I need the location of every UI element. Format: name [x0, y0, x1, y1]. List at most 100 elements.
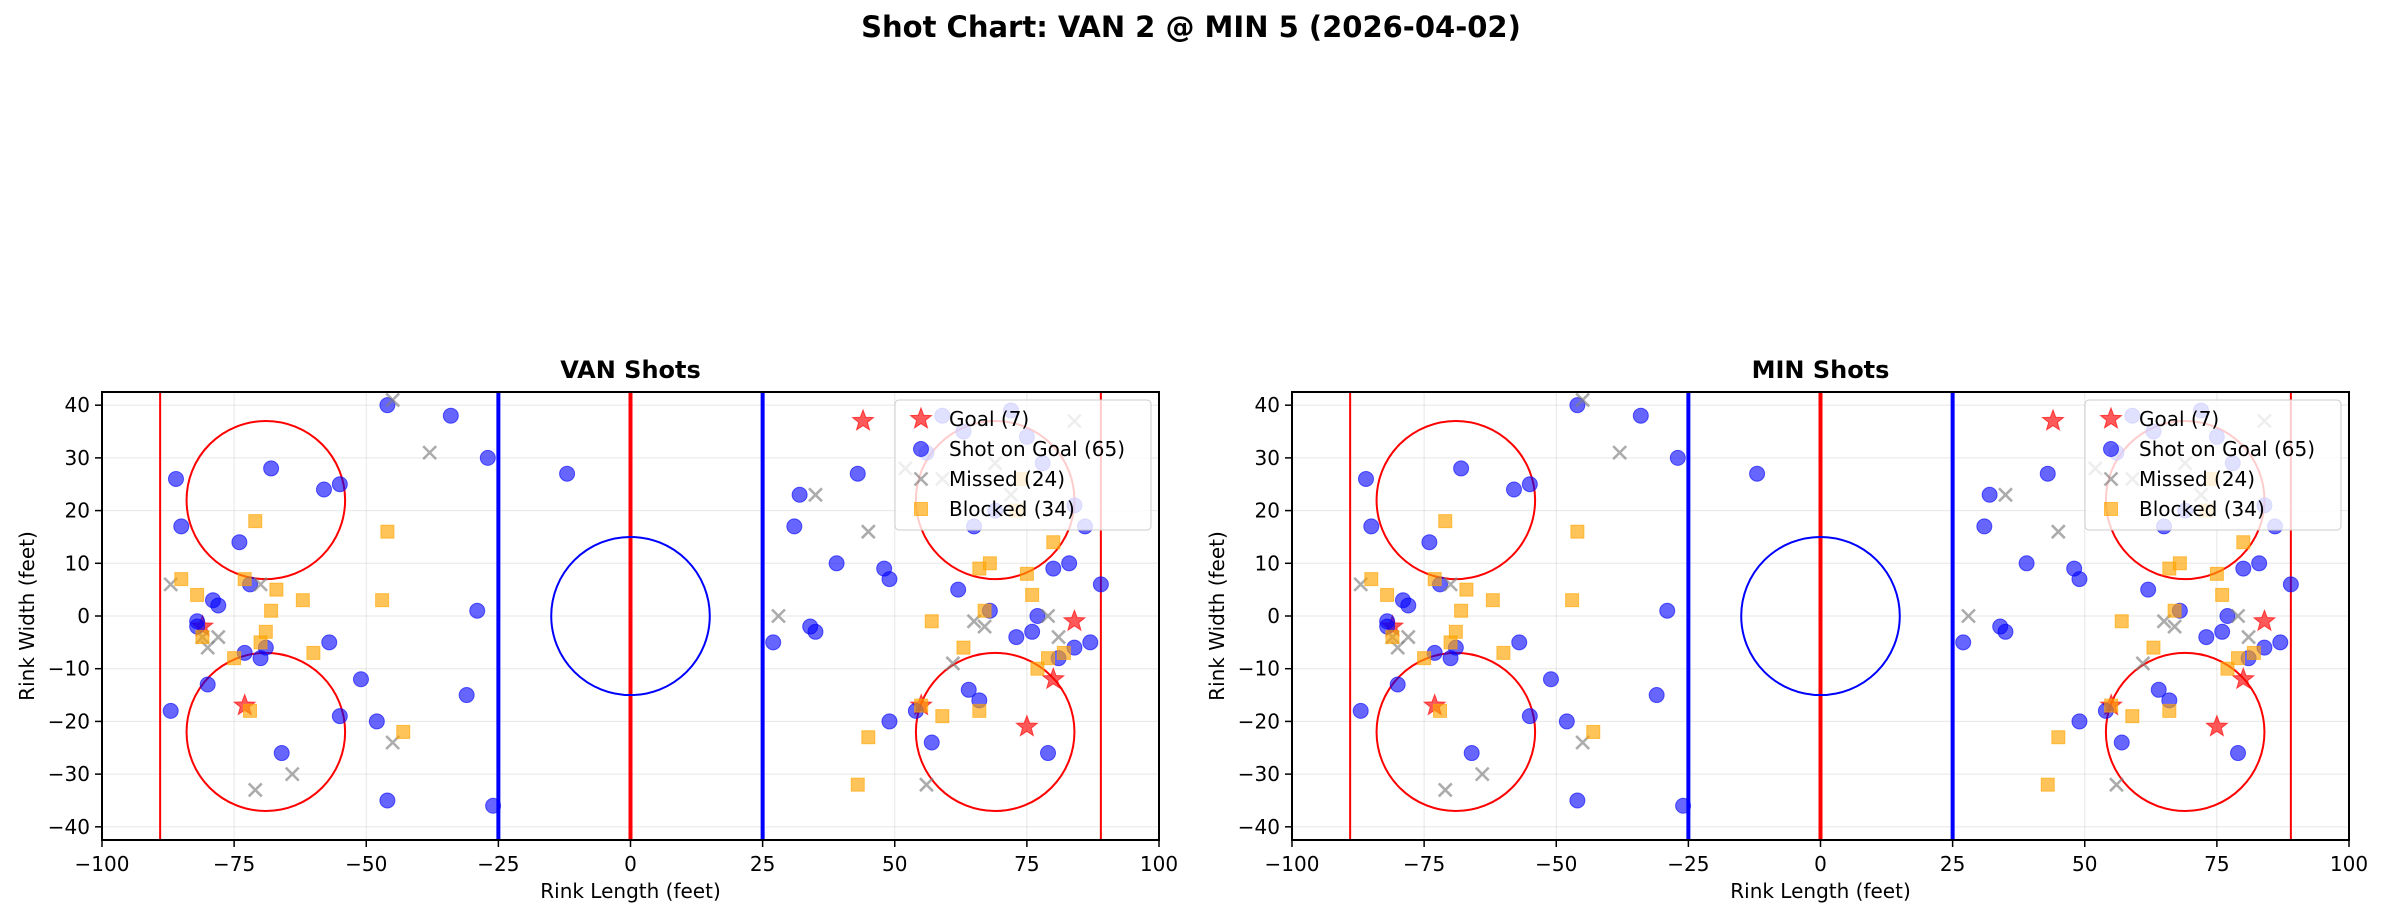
x-tick-label: −100	[1265, 852, 1320, 876]
blocked-point	[195, 630, 210, 645]
shot-on-goal-point	[1363, 518, 1380, 535]
blocked-point	[2114, 614, 2129, 629]
blocked-point	[174, 572, 189, 587]
blocked-point	[2220, 661, 2235, 676]
faceoff-circle	[185, 419, 347, 581]
shot-on-goal-point	[1379, 613, 1396, 630]
y-tick-label: −30	[48, 762, 90, 786]
legend-missed-icon	[913, 471, 929, 487]
x-tick-label: 75	[2204, 852, 2229, 876]
y-tick-label: −30	[1238, 762, 1280, 786]
blocked-point	[850, 777, 865, 792]
blocked-point	[1570, 524, 1585, 539]
shot-on-goal-point	[231, 534, 248, 551]
blocked-point	[396, 724, 411, 739]
shot-on-goal-point	[950, 581, 967, 598]
shot-on-goal-point	[1669, 449, 1686, 466]
blocked-point	[2125, 709, 2140, 724]
x-tick-label: 50	[882, 852, 907, 876]
x-tick-label: 25	[750, 852, 775, 876]
shot-on-goal-point	[1997, 623, 2014, 640]
shot-on-goal-point	[1029, 608, 1046, 624]
legend-label: Blocked (34)	[2139, 497, 2265, 521]
y-tick-label: 10	[1255, 551, 1280, 575]
missed-point	[284, 766, 300, 782]
blocked-point	[2051, 730, 2066, 745]
y-axis-label: Rink Width (feet)	[15, 531, 39, 701]
blocked-point	[1030, 661, 1045, 676]
shot-on-goal-point	[2113, 734, 2130, 751]
missed-point	[1040, 608, 1056, 624]
shot-on-goal-point	[189, 613, 206, 630]
blocked-point	[1565, 593, 1580, 608]
shot-on-goal-point	[2018, 555, 2035, 572]
blocked-point	[295, 593, 310, 608]
shot-on-goal-point	[2272, 634, 2289, 651]
x-tick-label: −50	[345, 852, 387, 876]
shot-on-goal-point	[807, 623, 824, 640]
legend-blocked-icon	[914, 502, 928, 516]
blocked-point	[861, 730, 876, 745]
blocked-point	[1041, 651, 1056, 666]
shot-on-goal-point	[1659, 602, 1676, 619]
blocked-point	[1496, 645, 1511, 660]
blocked-point	[258, 624, 273, 639]
shot-on-goal-point	[331, 708, 348, 725]
x-tick-label: −100	[75, 852, 130, 876]
missed-point	[808, 487, 823, 503]
shot-on-goal-point	[1040, 745, 1057, 762]
legend-shot-on-goal-icon	[913, 441, 929, 457]
goal-point	[2252, 608, 2277, 632]
blocked-point	[914, 698, 929, 713]
missed-point	[771, 608, 786, 624]
y-tick-label: 20	[1255, 499, 1280, 523]
legend-goal-icon	[2099, 406, 2123, 430]
legend-label: Goal (7)	[949, 407, 1029, 431]
missed-point	[1961, 608, 1976, 624]
blocked-point	[1385, 630, 1400, 645]
blocked-point	[1586, 724, 1601, 739]
shot-on-goal-point	[1675, 797, 1692, 814]
shot-on-goal-point	[1569, 792, 1586, 809]
blocked-point	[264, 603, 279, 618]
missed-point	[2135, 656, 2151, 671]
shot-on-goal-point	[1463, 745, 1480, 762]
blocked-point	[1427, 572, 1442, 587]
legend-box	[2084, 399, 2342, 531]
missed-point	[919, 777, 934, 793]
shot-on-goal-point	[273, 745, 290, 762]
blocked-point	[2215, 587, 2230, 602]
blocked-point	[375, 593, 390, 608]
faceoff-circle	[2104, 651, 2266, 813]
missed-point	[385, 392, 401, 408]
y-tick-label: 40	[1255, 393, 1280, 417]
shot-on-goal-point	[2198, 629, 2215, 646]
x-tick-label: −50	[1535, 852, 1577, 876]
panel-title: VAN Shots	[560, 356, 701, 384]
shot-on-goal-point	[1453, 460, 1470, 477]
missed-point	[2230, 608, 2246, 624]
shot-on-goal-point	[791, 486, 808, 503]
faceoff-circle	[1375, 419, 1537, 581]
legend-missed-icon	[2103, 471, 2119, 487]
shot-on-goal-point	[162, 702, 179, 719]
legend-label: Missed (24)	[949, 467, 1065, 491]
shot-on-goal-point	[1749, 465, 1766, 482]
shot-on-goal-point	[210, 597, 227, 614]
shot-on-goal-point	[849, 465, 866, 482]
shot-on-goal-point	[315, 481, 332, 498]
shot-on-goal-point	[1511, 634, 1528, 651]
missed-point	[977, 619, 993, 634]
faceoff-circle	[1375, 651, 1537, 813]
shot-on-goal-point	[1632, 407, 1649, 424]
blocked-point	[2167, 603, 2182, 618]
x-tick-label: −25	[1667, 852, 1709, 876]
shot-on-goal-point	[2214, 623, 2231, 640]
goal-point	[2231, 666, 2256, 690]
missed-point	[1437, 782, 1453, 798]
missed-point	[1998, 487, 2013, 503]
shot-on-goal-point	[352, 671, 369, 688]
x-tick-label: 100	[1140, 852, 1178, 876]
shot-on-goal-point	[1542, 671, 1559, 688]
